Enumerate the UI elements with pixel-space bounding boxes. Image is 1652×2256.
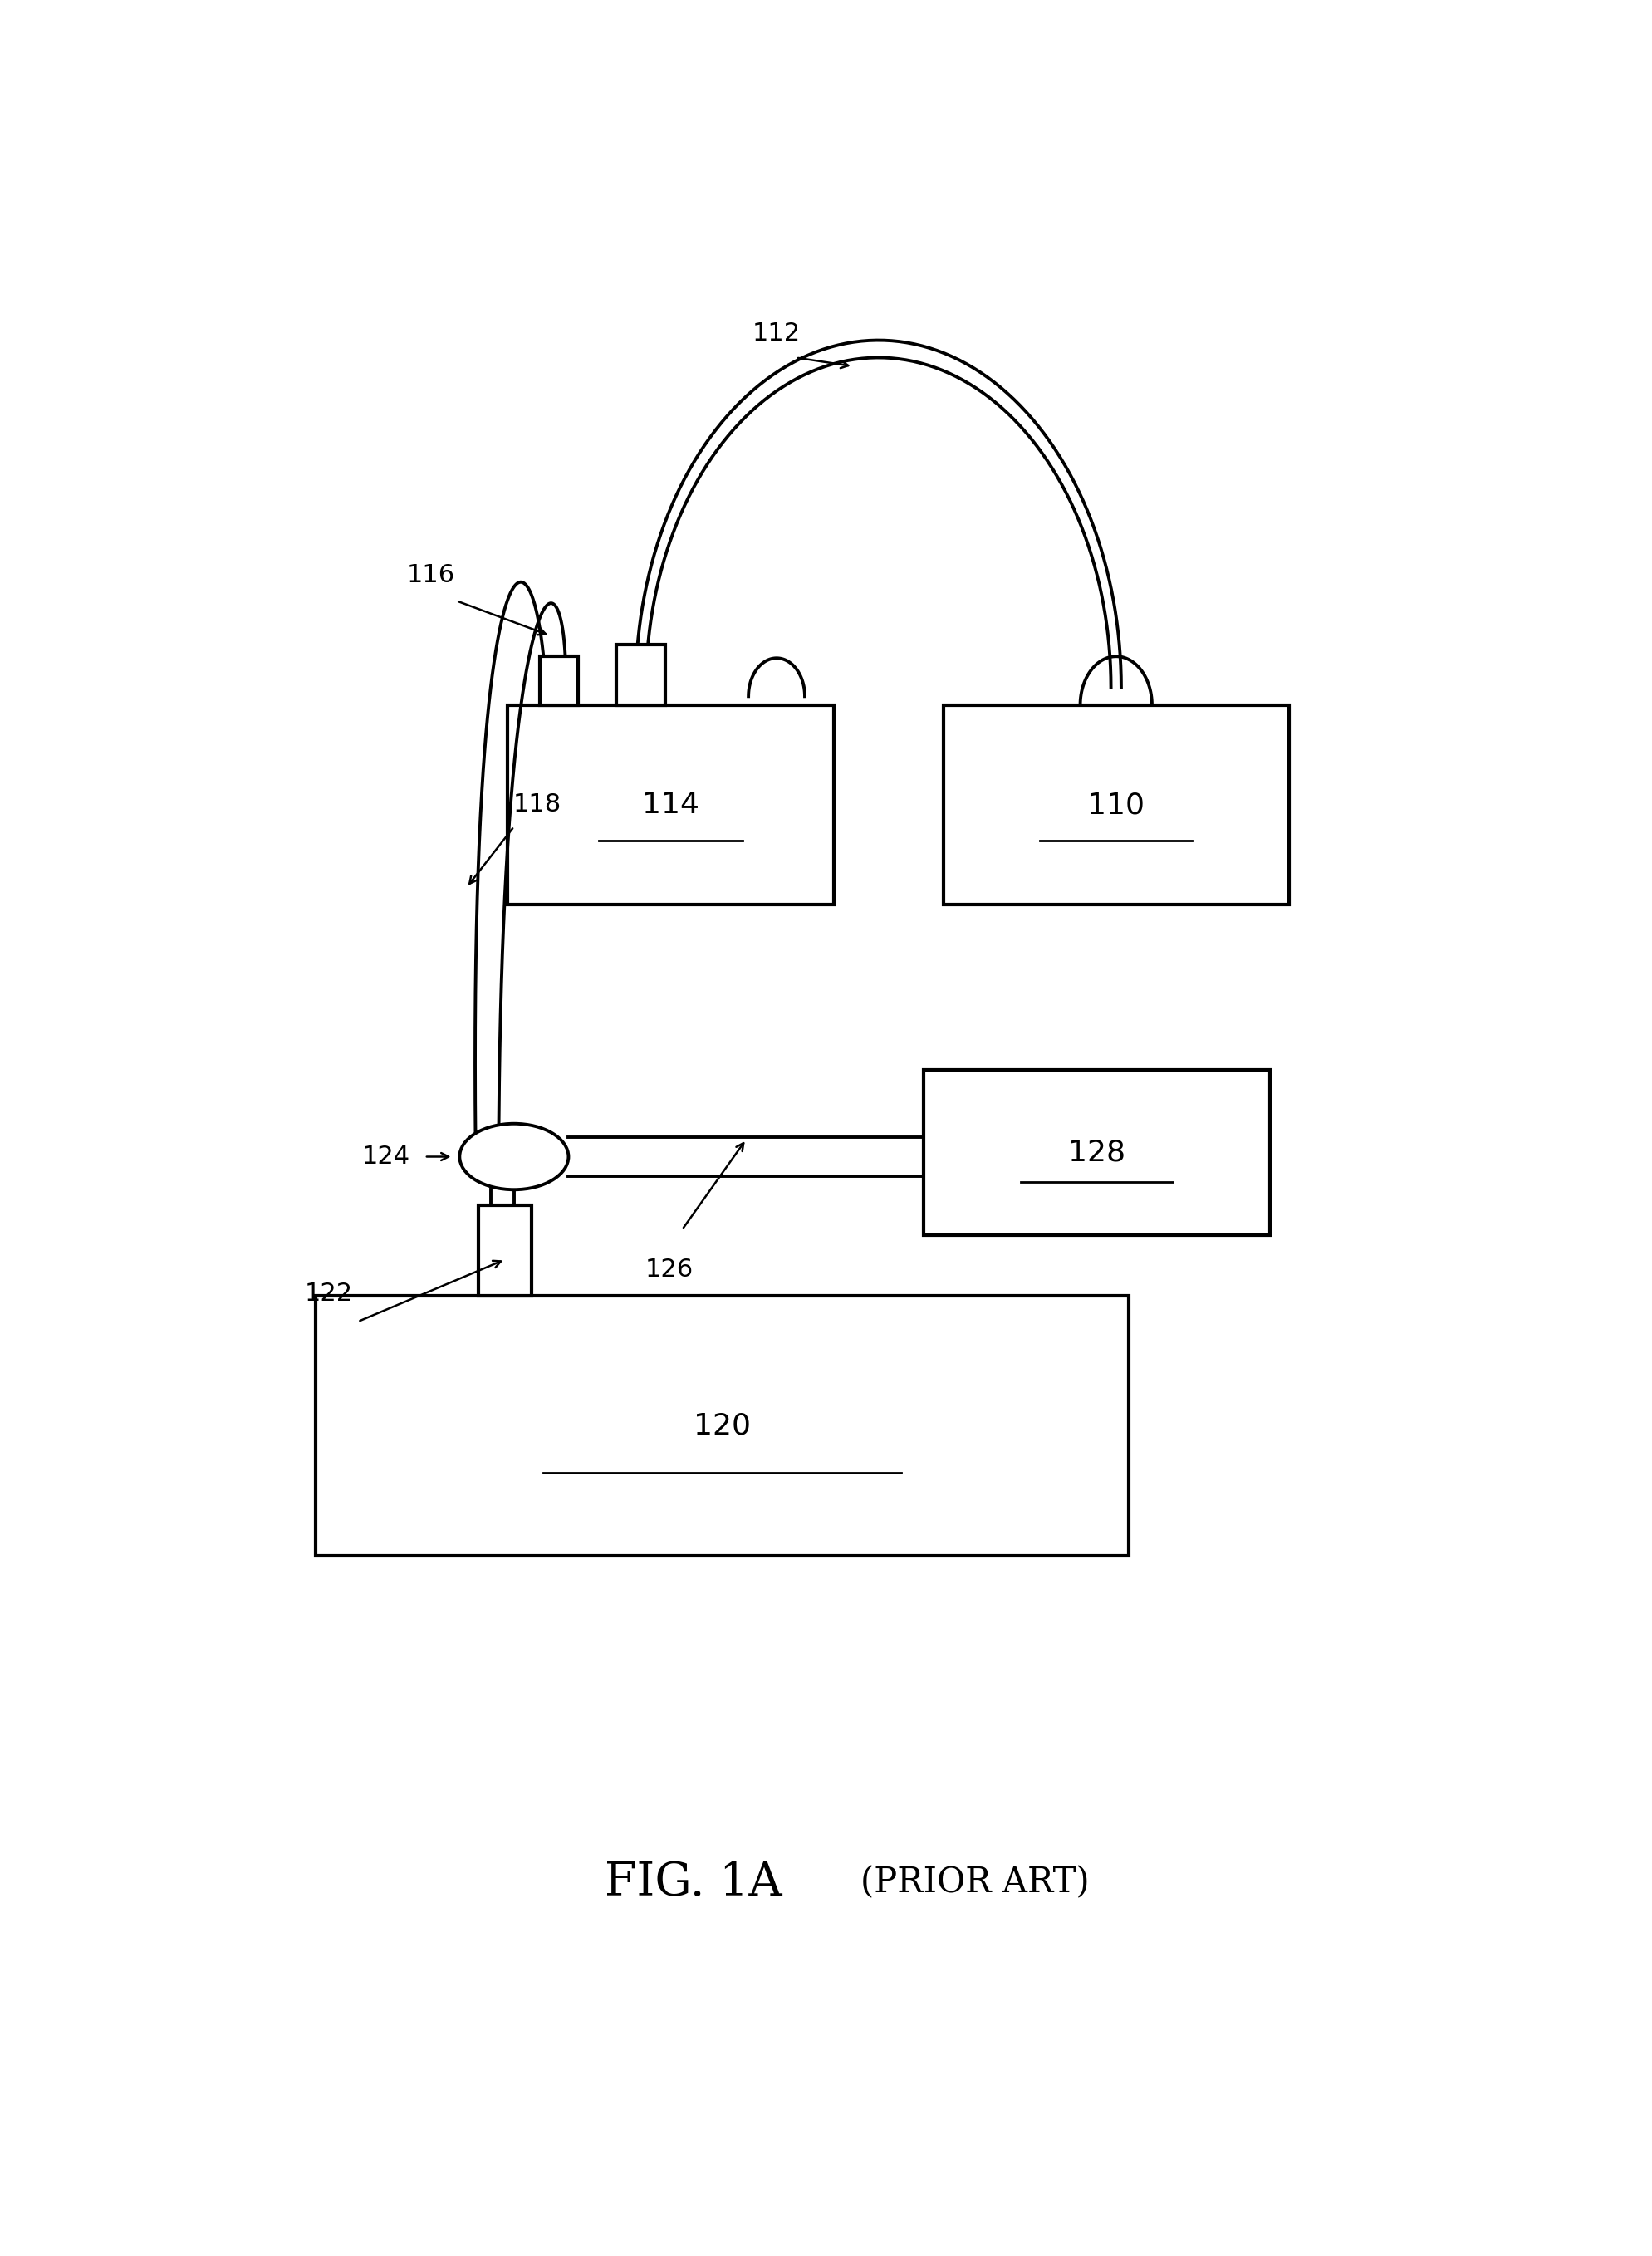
Text: 118: 118 (512, 792, 562, 817)
Bar (539, 656, 578, 706)
Text: 128: 128 (1067, 1139, 1125, 1166)
Text: 122: 122 (304, 1281, 352, 1306)
Text: (PRIOR ART): (PRIOR ART) (861, 1866, 1089, 1900)
Bar (507, 706, 834, 905)
Bar (477, 1205, 532, 1295)
Text: 120: 120 (694, 1412, 750, 1439)
Text: 126: 126 (644, 1257, 694, 1281)
Text: 114: 114 (643, 792, 699, 819)
Ellipse shape (459, 1123, 568, 1189)
Bar (316, 1295, 1128, 1557)
Text: 116: 116 (406, 562, 454, 587)
Text: FIG. 1A: FIG. 1A (605, 1859, 781, 1906)
Text: 112: 112 (752, 320, 800, 345)
Bar (923, 1069, 1269, 1234)
Text: 124: 124 (362, 1144, 410, 1169)
Bar (943, 706, 1289, 905)
Bar (616, 645, 664, 706)
Text: 110: 110 (1087, 792, 1145, 819)
